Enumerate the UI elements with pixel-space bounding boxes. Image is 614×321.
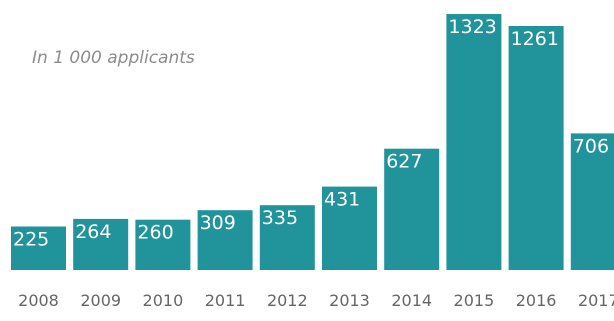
bar-2014 (384, 148, 440, 270)
bar-2011 (197, 210, 253, 270)
bar-2008 (11, 226, 66, 270)
bar-value-label-2010: 260 (137, 222, 173, 244)
bar-value-label-2009: 264 (75, 221, 111, 243)
bar-2015 (446, 14, 502, 270)
x-tick-2012: 2012 (267, 291, 308, 310)
bar-2013 (322, 186, 377, 270)
bar-value-label-2017: 706 (573, 135, 609, 157)
bar-value-label-2008: 225 (13, 229, 49, 251)
bar-2016 (508, 26, 564, 270)
x-tick-2013: 2013 (329, 291, 370, 310)
x-axis-tick-labels: 2008 2009 2010 2011 2012 2013 2014 2015 2016 2017 (18, 291, 614, 310)
x-tick-2017: 2017 (578, 291, 614, 310)
bar-2012 (259, 205, 315, 270)
bar-value-label-2012: 335 (262, 207, 298, 229)
x-tick-2008: 2008 (18, 291, 59, 310)
x-tick-2011: 2011 (205, 291, 246, 310)
bar-value-label-2015: 1323 (448, 16, 496, 38)
x-tick-2009: 2009 (80, 291, 121, 310)
chart-subtitle: In 1 000 applicants (32, 48, 195, 68)
value-labels-group: 225 264 260 309 335 431 627 1323 1261 706 (13, 16, 609, 251)
bars-group (11, 14, 614, 270)
bar-2010 (135, 219, 191, 270)
bar-2009 (73, 218, 129, 270)
bar-2017 (570, 133, 614, 270)
bar-value-label-2013: 431 (324, 189, 360, 211)
x-tick-2014: 2014 (391, 291, 432, 310)
bar-value-label-2011: 309 (200, 212, 236, 234)
x-tick-2010: 2010 (143, 291, 184, 310)
bar-value-label-2014: 627 (386, 151, 422, 173)
bar-value-label-2016: 1261 (511, 28, 559, 50)
x-tick-2015: 2015 (454, 291, 495, 310)
x-tick-2016: 2016 (516, 291, 557, 310)
